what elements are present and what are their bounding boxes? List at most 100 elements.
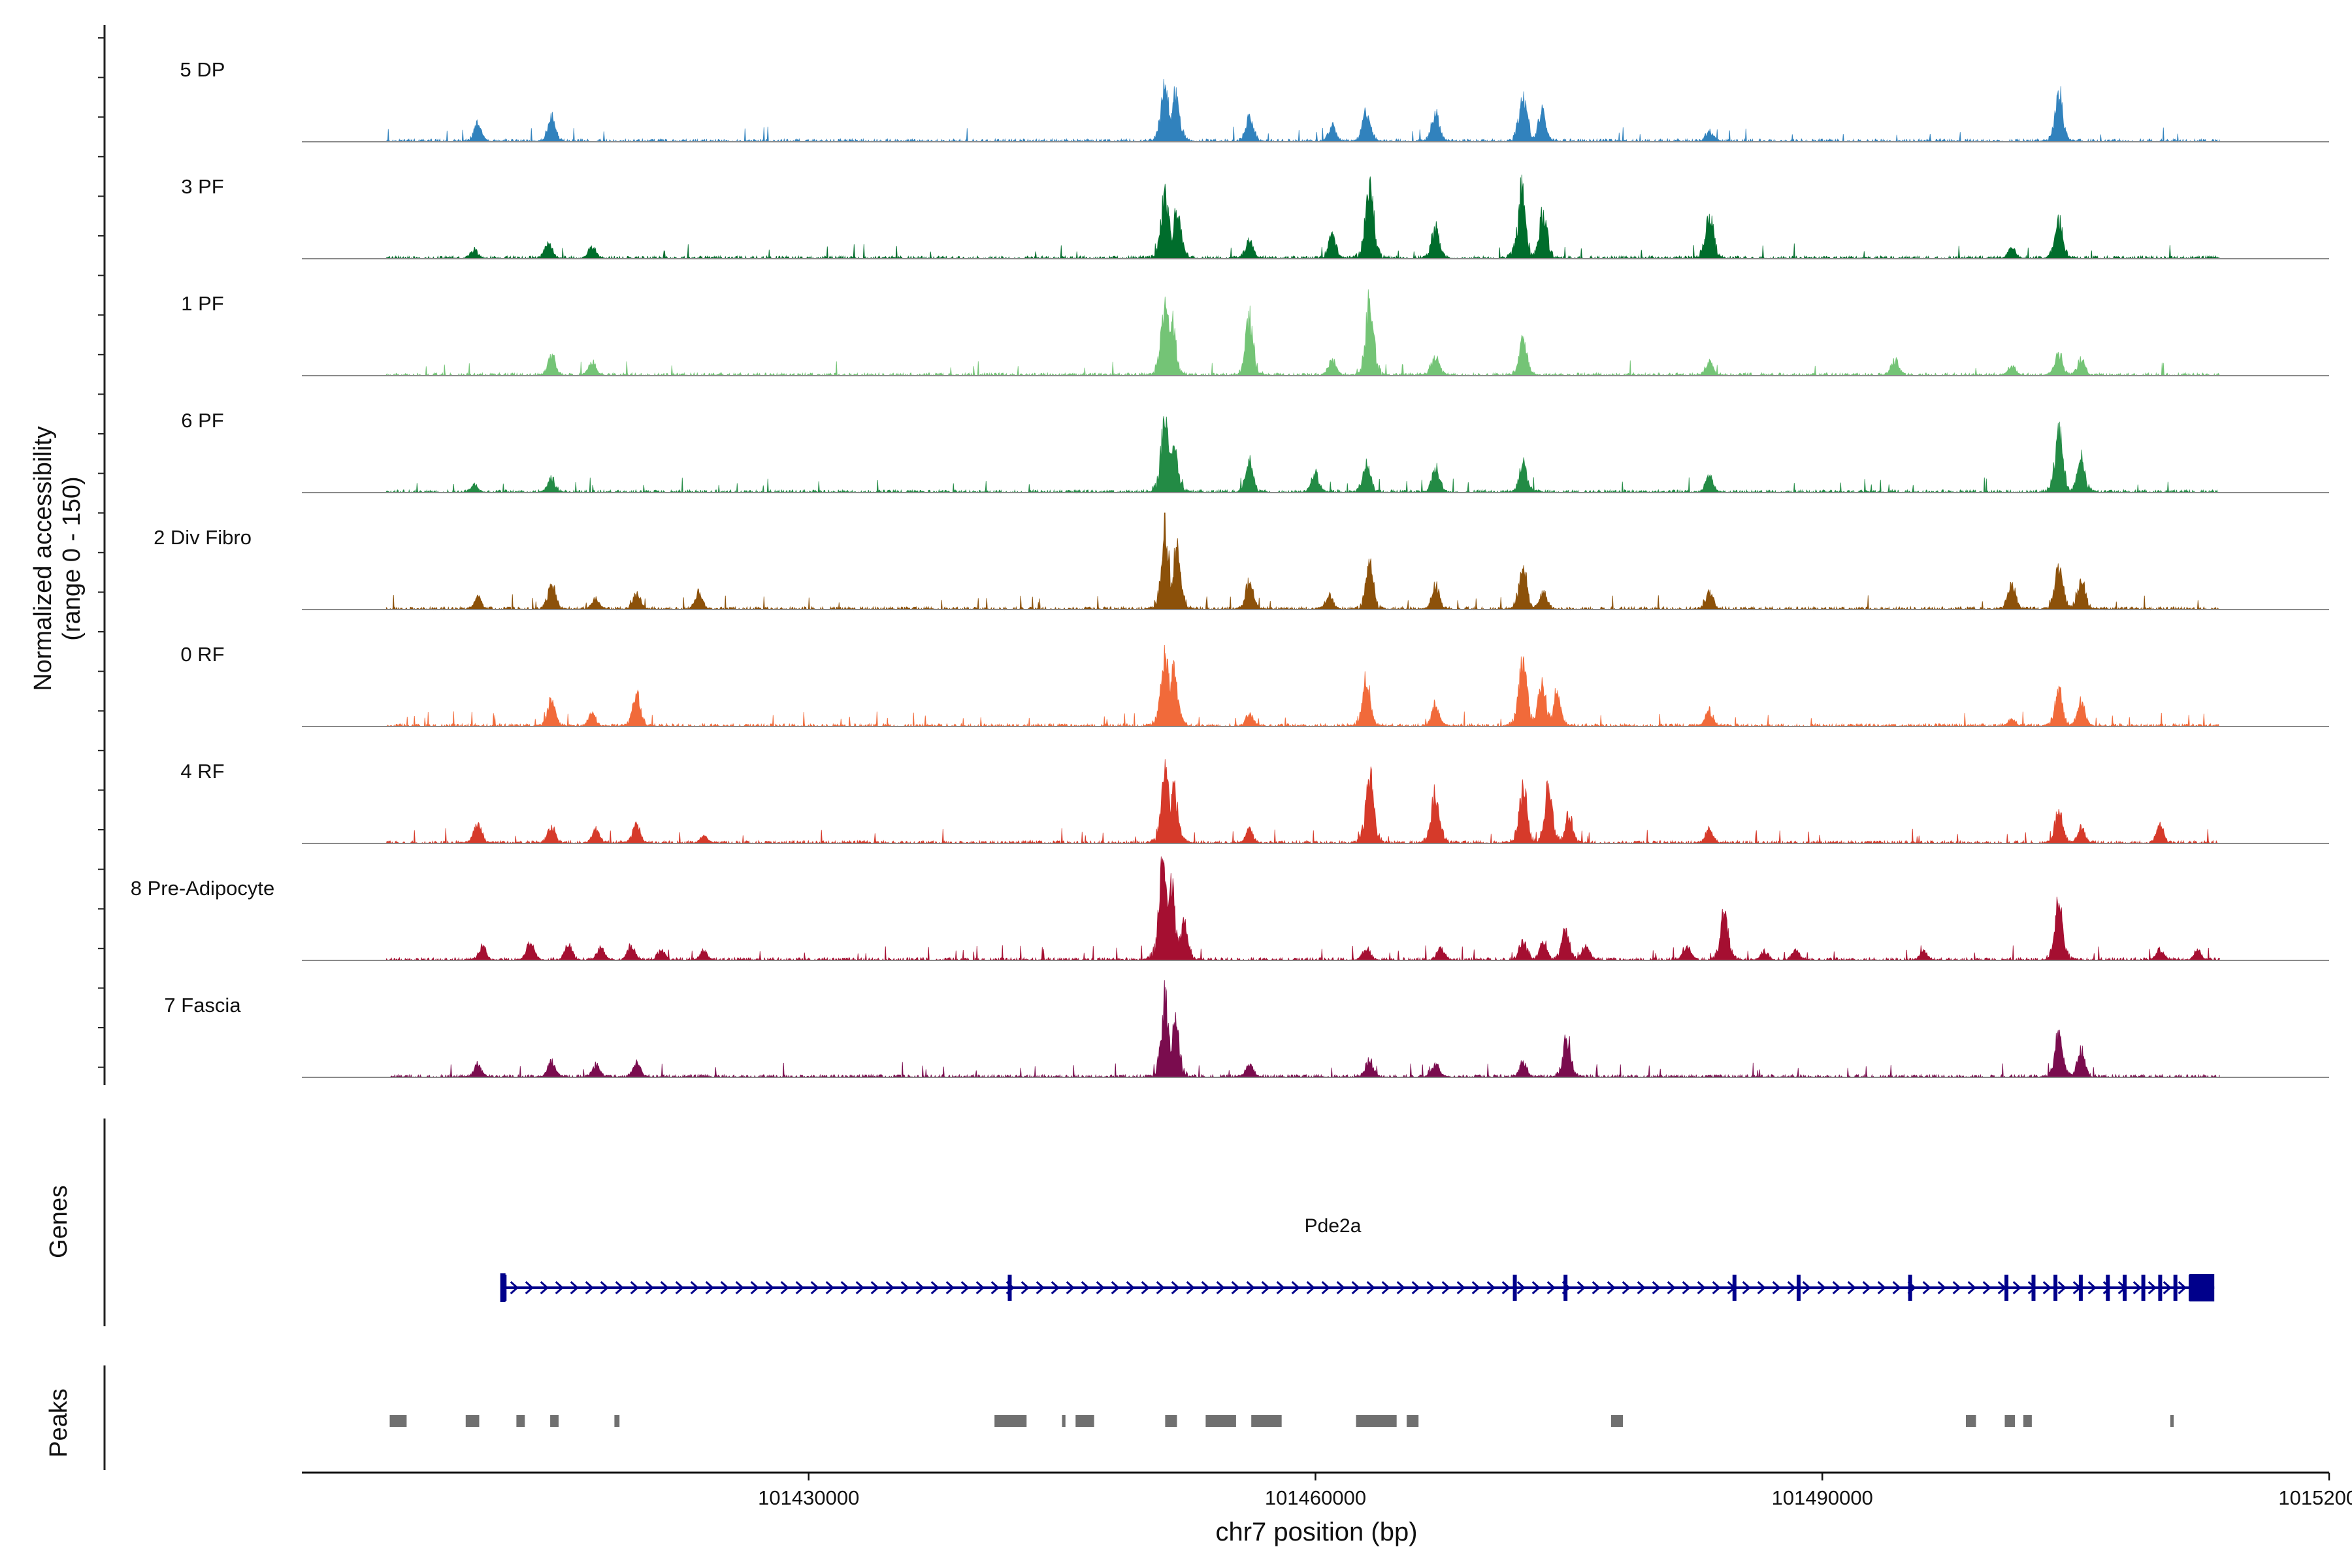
genes-track-label: Genes	[45, 1185, 73, 1258]
gene-exon	[2173, 1275, 2178, 1301]
gene-exon	[2158, 1275, 2163, 1301]
gene-exon	[2053, 1275, 2058, 1301]
strand-arrow	[510, 1281, 519, 1295]
peak-region	[2004, 1415, 2015, 1427]
peak-region	[1611, 1415, 1624, 1427]
peak-region	[516, 1415, 525, 1427]
track-label: 0 RF	[180, 643, 224, 666]
strand-arrow	[1757, 1281, 1766, 1295]
strand-arrow	[2178, 1281, 2187, 1295]
track-3-pf: 3 PF	[181, 174, 2329, 260]
gene-exon	[1908, 1275, 1912, 1301]
track-label: 1 PF	[181, 292, 223, 315]
peak-region	[2023, 1415, 2032, 1427]
strand-arrow	[1471, 1281, 1480, 1295]
strand-arrow	[555, 1281, 564, 1295]
peak-region	[389, 1415, 407, 1427]
coverage-area	[385, 416, 2220, 494]
coverage-area	[385, 78, 2220, 143]
peak-region	[1251, 1415, 1282, 1427]
strand-arrow	[1171, 1281, 1180, 1295]
x-tick-label: 101520000	[2278, 1486, 2352, 1509]
strand-arrow	[870, 1281, 879, 1295]
strand-arrow	[855, 1281, 864, 1295]
strand-arrow	[915, 1281, 924, 1295]
gene-exon	[2031, 1275, 2036, 1301]
gene-name-label: Pde2a	[1305, 1215, 1362, 1237]
strand-arrow	[1501, 1281, 1511, 1295]
strand-arrow	[765, 1281, 774, 1295]
strand-arrow	[1246, 1281, 1255, 1295]
gene-exon	[1732, 1275, 1737, 1301]
peak-track	[389, 1415, 2174, 1427]
strand-arrow	[1396, 1281, 1405, 1295]
strand-arrow	[1321, 1281, 1330, 1295]
strand-arrow	[1141, 1281, 1150, 1295]
strand-arrow	[1787, 1281, 1796, 1295]
track-8-pre-adipocyte: 8 Pre-Adipocyte	[131, 856, 2329, 962]
track-1-pf: 1 PF	[181, 289, 2329, 377]
strand-arrow	[795, 1281, 804, 1295]
strand-arrow	[1021, 1281, 1030, 1295]
peak-region	[465, 1415, 480, 1427]
gene-exon	[2123, 1275, 2127, 1301]
strand-arrow	[735, 1281, 744, 1295]
strand-arrow	[660, 1281, 669, 1295]
coverage-area	[386, 644, 2221, 728]
strand-arrow	[1291, 1281, 1300, 1295]
strand-arrow	[1832, 1281, 1841, 1295]
x-tick-label: 101460000	[1265, 1486, 1366, 1509]
strand-arrow	[1982, 1281, 1991, 1295]
x-axis: 101430000 101460000 101490000 101520000	[302, 1471, 2352, 1509]
peak-region	[1356, 1415, 1397, 1427]
strand-arrow	[900, 1281, 909, 1295]
x-tick-label: 101430000	[758, 1486, 859, 1509]
strand-arrow	[825, 1281, 834, 1295]
strand-arrow	[2057, 1281, 2066, 1295]
track-0-rf: 0 RF	[180, 643, 2329, 728]
strand-arrow	[945, 1281, 955, 1295]
strand-arrow	[720, 1281, 729, 1295]
strand-arrow	[1712, 1281, 1721, 1295]
gene-exon	[2106, 1275, 2110, 1301]
strand-arrow	[1667, 1281, 1676, 1295]
peak-region	[1205, 1415, 1236, 1427]
strand-arrow	[630, 1281, 639, 1295]
strand-arrow	[1051, 1281, 1060, 1295]
strand-arrow	[750, 1281, 759, 1295]
track-7-fascia: 7 Fascia	[164, 980, 2329, 1079]
strand-arrow	[1531, 1281, 1541, 1295]
strand-arrow	[1366, 1281, 1375, 1295]
strand-arrow	[675, 1281, 684, 1295]
strand-arrow	[1802, 1281, 1811, 1295]
strand-arrow	[645, 1281, 654, 1295]
peak-region	[2170, 1415, 2174, 1427]
coverage-area	[385, 289, 2220, 377]
strand-arrow	[1892, 1281, 1901, 1295]
strand-arrow	[1937, 1281, 1946, 1295]
track-label: 6 PF	[181, 409, 223, 432]
gene-exon	[1797, 1275, 1801, 1301]
strand-arrow	[600, 1281, 609, 1295]
strand-arrow	[780, 1281, 789, 1295]
x-tick-label: 101490000	[1772, 1486, 1873, 1509]
track-label: 2 Div Fibro	[154, 526, 252, 549]
strand-arrow	[1817, 1281, 1826, 1295]
strand-arrow	[2163, 1281, 2172, 1295]
strand-arrow	[1426, 1281, 1435, 1295]
strand-arrow	[1186, 1281, 1195, 1295]
gene-exon	[2078, 1275, 2083, 1301]
peak-region	[550, 1415, 559, 1427]
strand-arrow	[1441, 1281, 1450, 1295]
strand-arrow	[1411, 1281, 1420, 1295]
peaks-track-label: Peaks	[45, 1388, 73, 1458]
strand-arrow	[990, 1281, 1000, 1295]
peak-region	[994, 1415, 1027, 1427]
strand-arrow	[1276, 1281, 1285, 1295]
y-axis-label-line2: (range 0 - 150)	[58, 476, 86, 640]
strand-arrow	[1126, 1281, 1135, 1295]
strand-arrow	[525, 1281, 534, 1295]
peak-region	[1165, 1415, 1177, 1427]
track-4-rf: 4 RF	[180, 759, 2329, 845]
strand-arrow	[1036, 1281, 1045, 1295]
